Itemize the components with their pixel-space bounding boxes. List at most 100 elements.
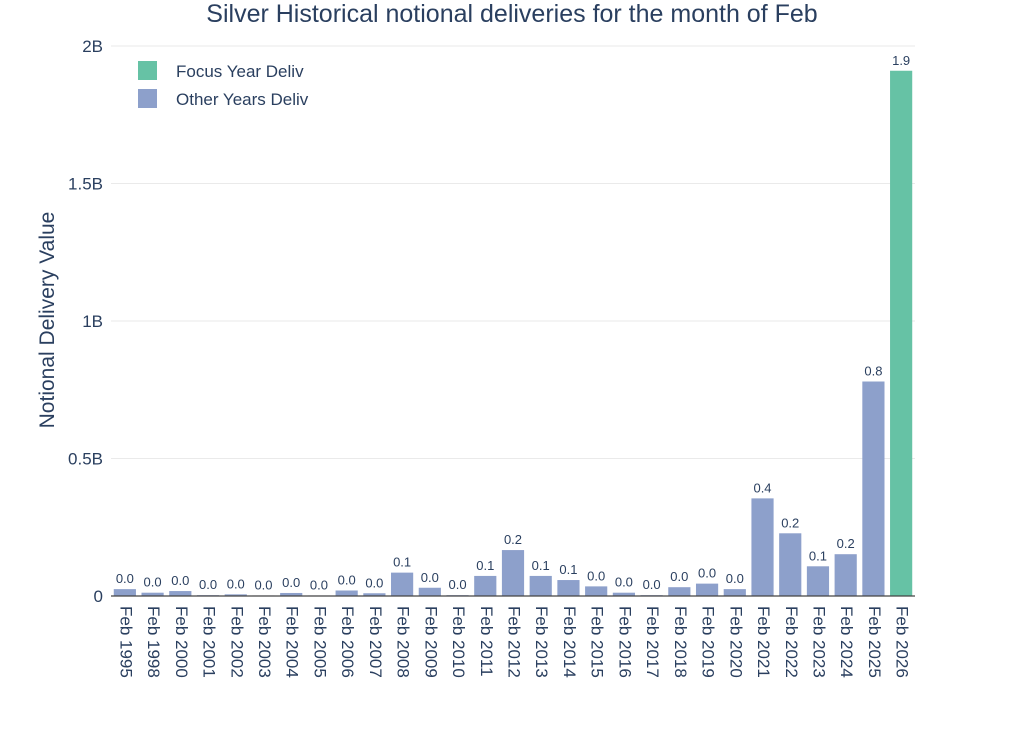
bar-feb-2008[interactable] [391, 572, 414, 596]
bar-feb-2026[interactable] [890, 70, 913, 596]
x-tick-label: Feb 2002 [227, 606, 246, 678]
chart-title: Silver Historical notional deliveries fo… [206, 0, 817, 28]
y-tick-label: 1.5B [68, 175, 103, 194]
legend-label[interactable]: Focus Year Deliv [176, 62, 304, 81]
data-label: 0.0 [144, 575, 162, 590]
bar-feb-2007[interactable] [363, 593, 386, 596]
x-axis-ticks: Feb 1995 Feb 1998 Feb 2000 Feb 2001 Feb 2002… [116, 606, 911, 678]
x-tick-label: Feb 2022 [782, 606, 801, 678]
y-tick-label: 2B [82, 37, 103, 56]
x-tick-label: Feb 2016 [615, 606, 634, 678]
data-label: 0.1 [532, 558, 550, 573]
data-labels: 1.9 0.0 0.0 0.0 0.0 0.0 0.0 0.0 0.0 0.0 0.0 0.1 0.0 0… [116, 53, 910, 593]
data-label: 0.0 [116, 571, 134, 586]
x-tick-label: Feb 2009 [421, 606, 440, 678]
x-tick-label: Feb 2006 [338, 606, 357, 678]
y-tick-label: 1B [82, 312, 103, 331]
data-label: 0.0 [698, 566, 716, 581]
x-tick-label: Feb 2008 [394, 606, 413, 678]
x-tick-label: Feb 2025 [865, 606, 884, 678]
legend[interactable]: Focus Year Deliv Other Years Deliv [138, 61, 309, 109]
bar-feb-2004[interactable] [280, 592, 303, 596]
data-label: 0.4 [753, 480, 771, 495]
x-tick-label: Feb 1995 [116, 606, 135, 678]
data-label: 0.0 [282, 575, 300, 590]
bar-feb-2014[interactable] [557, 580, 580, 596]
bar-feb-2024[interactable] [834, 554, 857, 596]
x-tick-label: Feb 2015 [588, 606, 607, 678]
bar-feb-2015[interactable] [585, 586, 608, 596]
data-label: 0.2 [504, 532, 522, 547]
bar-feb-2023[interactable] [806, 566, 830, 596]
bar-feb-2013[interactable] [529, 575, 552, 596]
bar-feb-2018[interactable] [668, 587, 691, 596]
data-label: 0.0 [587, 568, 605, 583]
bar-feb-2002[interactable] [224, 594, 247, 596]
legend-swatch[interactable] [138, 61, 157, 80]
data-label: 0.0 [421, 570, 439, 585]
x-tick-label: Feb 2007 [366, 606, 385, 678]
x-tick-label: Feb 2012 [505, 606, 524, 678]
x-tick-label: Feb 2011 [477, 606, 496, 677]
x-tick-label: Feb 1998 [144, 606, 163, 678]
x-tick-label: Feb 2013 [532, 606, 551, 678]
data-label: 1.9 [892, 53, 910, 68]
data-label: 0.2 [837, 536, 855, 551]
bar-feb-2021[interactable] [751, 498, 774, 596]
bar-feb-2006[interactable] [335, 590, 358, 597]
bar-feb-2025[interactable] [862, 381, 885, 597]
bar-feb-1998[interactable] [141, 592, 164, 596]
y-axis-ticks: 0 0.5B 1B 1.5B 2B [68, 37, 103, 606]
x-tick-label: Feb 2004 [283, 606, 302, 678]
data-label: 0.0 [670, 569, 688, 584]
bar-feb-1995[interactable] [113, 589, 136, 596]
data-label: 0.1 [559, 562, 577, 577]
data-label: 0.2 [781, 515, 799, 530]
bars [113, 70, 913, 597]
bar-feb-2019[interactable] [695, 583, 719, 596]
data-label: 0.1 [476, 558, 494, 573]
data-label: 0.0 [615, 575, 633, 590]
y-tick-label: 0 [94, 587, 103, 606]
data-label: 0.0 [726, 571, 744, 586]
legend-label[interactable]: Other Years Deliv [176, 90, 309, 109]
x-tick-label: Feb 2020 [726, 606, 745, 678]
x-tick-label: Feb 2005 [310, 606, 329, 678]
x-tick-label: Feb 2000 [172, 606, 191, 678]
x-tick-label: Feb 2024 [837, 606, 856, 678]
x-tick-label: Feb 2021 [754, 606, 773, 678]
x-tick-label: Feb 2026 [893, 606, 912, 678]
bar-feb-2022[interactable] [779, 533, 802, 596]
data-label: 0.0 [254, 577, 272, 592]
data-label: 0.0 [310, 577, 328, 592]
x-tick-label: Feb 2023 [809, 606, 828, 678]
gridlines [111, 45, 915, 459]
bar-feb-2000[interactable] [169, 591, 192, 596]
bar-feb-2016[interactable] [612, 592, 635, 596]
data-label: 0.0 [338, 573, 356, 588]
legend-swatch[interactable] [138, 89, 157, 108]
bar-feb-2009[interactable] [418, 587, 441, 596]
y-axis-title: Notional Delivery Value [36, 212, 59, 429]
x-tick-label: Feb 2003 [255, 606, 274, 678]
data-label: 0.0 [365, 575, 383, 590]
x-tick-label: Feb 2018 [671, 606, 690, 678]
x-tick-label: Feb 2010 [449, 606, 468, 678]
data-label: 0.1 [809, 548, 827, 563]
x-tick-label: Feb 2014 [560, 606, 579, 678]
bar-feb-2012[interactable] [501, 550, 525, 596]
data-label: 0.0 [199, 577, 217, 592]
x-tick-label: Feb 2017 [643, 606, 662, 678]
bar-feb-2020[interactable] [723, 589, 746, 596]
data-label: 0.0 [643, 577, 661, 592]
x-tick-label: Feb 2001 [200, 606, 219, 678]
y-tick-label: 0.5B [68, 450, 103, 469]
data-label: 0.1 [393, 555, 411, 570]
data-label: 0.0 [171, 573, 189, 588]
data-label: 0.8 [864, 364, 882, 379]
x-tick-label: Feb 2019 [699, 606, 718, 678]
data-label: 0.0 [449, 577, 467, 592]
bar-feb-2011[interactable] [474, 575, 497, 596]
